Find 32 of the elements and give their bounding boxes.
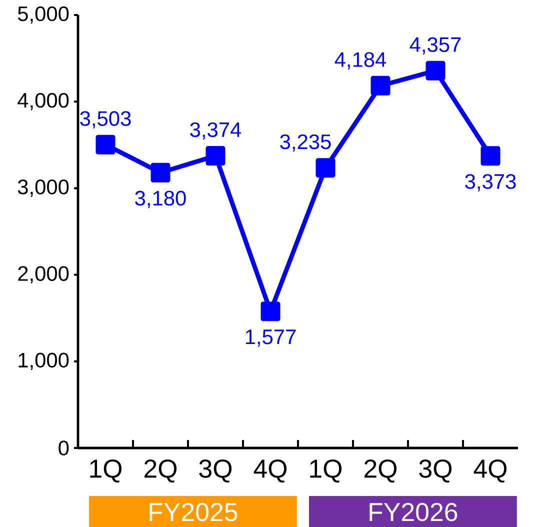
point: [370, 76, 390, 96]
point: [260, 302, 280, 322]
data-label: 3,373: [465, 174, 516, 192]
point: [480, 146, 500, 166]
point: [316, 158, 336, 178]
x-tick-label: 1Q: [310, 460, 342, 482]
x-tick-label: 4Q: [254, 460, 287, 482]
data-label: 3,374: [190, 122, 242, 140]
text: FY2025: [150, 502, 238, 522]
y-tick-label: 5,000: [18, 6, 69, 24]
y-tick-label: 1,000: [18, 352, 69, 370]
text: FY2026: [370, 502, 458, 522]
data-label: 4,357: [410, 37, 461, 54]
point: [426, 60, 446, 80]
data-label: 3,180: [135, 190, 186, 208]
data-label: 3,235: [280, 134, 331, 152]
y-tick-label: 3,000: [18, 180, 69, 197]
data-label: 3,503: [80, 111, 131, 128]
x-tick-label: 2Q: [144, 460, 177, 482]
y-tick-label: 2,000: [18, 266, 69, 284]
y-tick-label: 0: [58, 440, 69, 456]
point: [206, 146, 226, 166]
x-tick-label: 2Q: [364, 460, 397, 482]
data-label: 4,184: [334, 52, 386, 70]
x-tick-label: 4Q: [474, 460, 507, 482]
x-tick-label: 3Q: [419, 460, 452, 482]
point: [96, 134, 116, 154]
point: [150, 162, 170, 182]
x-tick-label: 1Q: [90, 460, 122, 482]
x-tick-label: 3Q: [199, 460, 232, 482]
y-tick-label: 4,000: [18, 92, 69, 110]
data-label: 1,577: [246, 330, 296, 347]
